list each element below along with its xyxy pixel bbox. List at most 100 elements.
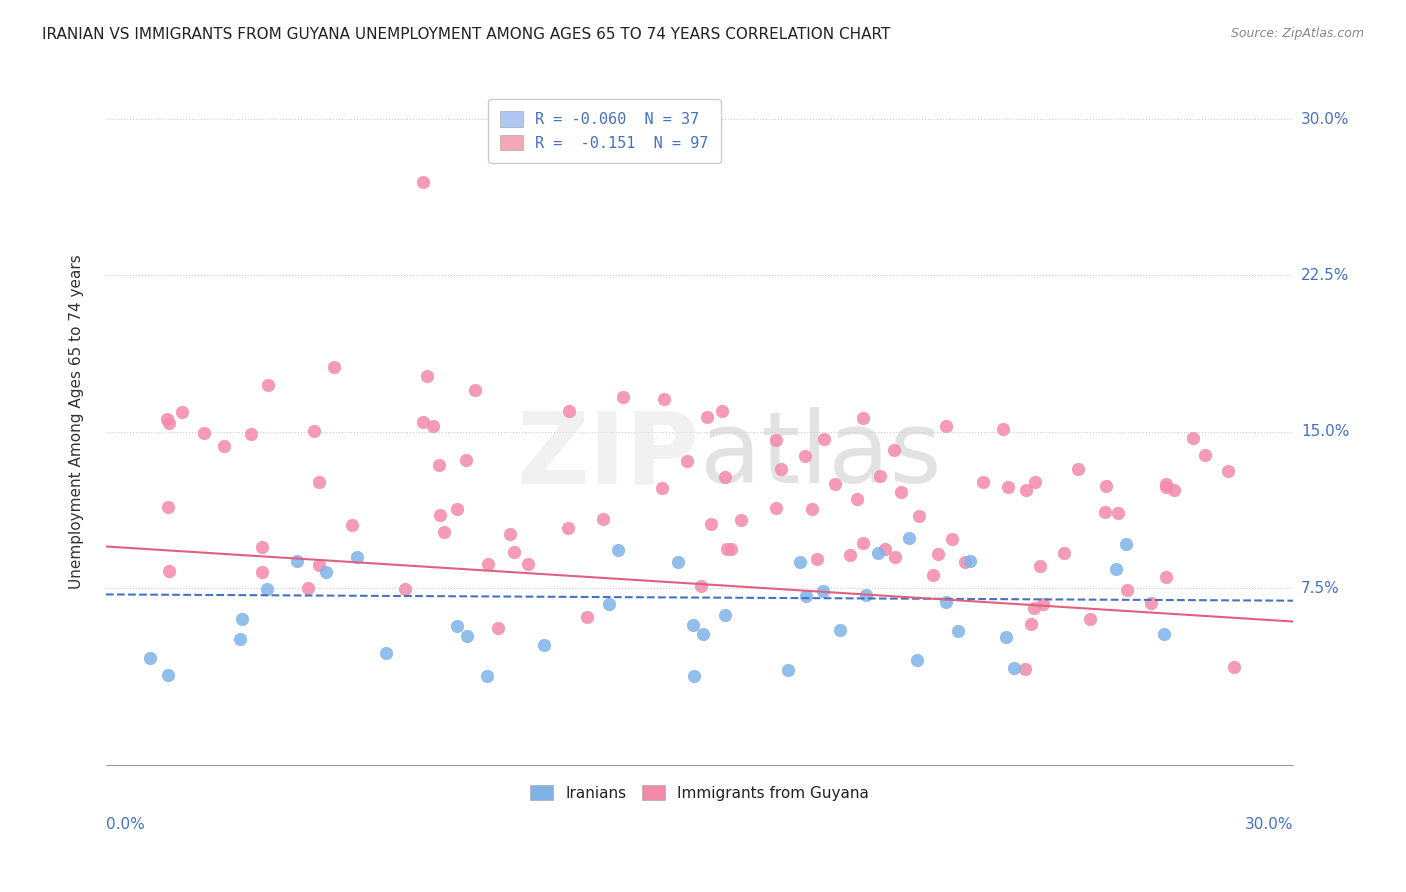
Point	[323, 360, 346, 375]
Point	[972, 475, 994, 489]
Text: atlas: atlas	[700, 408, 941, 504]
Text: 22.5%: 22.5%	[1301, 268, 1350, 283]
Point	[464, 383, 486, 397]
Point	[433, 525, 456, 540]
Point	[156, 500, 179, 514]
Point	[250, 541, 273, 555]
Point	[1024, 475, 1046, 489]
Point	[422, 419, 444, 434]
Point	[446, 619, 468, 633]
Text: 15.0%: 15.0%	[1301, 425, 1350, 440]
Point	[612, 390, 634, 404]
Point	[852, 411, 875, 425]
Point	[794, 449, 817, 463]
Text: Source: ZipAtlas.com: Source: ZipAtlas.com	[1230, 27, 1364, 40]
Point	[770, 462, 793, 476]
Point	[801, 502, 824, 516]
Point	[676, 454, 699, 468]
Point	[456, 453, 478, 467]
Point	[730, 513, 752, 527]
Point	[1053, 546, 1076, 560]
Point	[922, 568, 945, 582]
Point	[558, 404, 581, 418]
Point	[714, 470, 737, 484]
Point	[315, 565, 337, 579]
Point	[340, 517, 363, 532]
Point	[346, 549, 368, 564]
Point	[412, 415, 434, 429]
Point	[394, 582, 416, 596]
Point	[1154, 479, 1177, 493]
Point	[692, 626, 714, 640]
Point	[308, 558, 330, 572]
Point	[1029, 559, 1052, 574]
Point	[1014, 662, 1036, 676]
Point	[598, 597, 620, 611]
Point	[883, 442, 905, 457]
Point	[953, 555, 976, 569]
Point	[811, 583, 834, 598]
Point	[304, 424, 326, 438]
Point	[682, 617, 704, 632]
Point	[935, 418, 957, 433]
Point	[830, 623, 852, 637]
Point	[776, 664, 799, 678]
Point	[875, 542, 897, 557]
Point	[308, 475, 330, 490]
Point	[1107, 506, 1129, 520]
Point	[240, 427, 263, 442]
Text: 0.0%: 0.0%	[105, 817, 145, 832]
Point	[651, 481, 673, 495]
Point	[297, 581, 319, 595]
Point	[1094, 505, 1116, 519]
Point	[1223, 659, 1246, 673]
Point	[682, 669, 704, 683]
Point	[429, 508, 451, 522]
Point	[884, 549, 907, 564]
Point	[666, 556, 689, 570]
Point	[412, 175, 434, 189]
Point	[1194, 448, 1216, 462]
Point	[374, 646, 396, 660]
Point	[157, 416, 180, 430]
Point	[765, 433, 787, 447]
Point	[252, 566, 274, 580]
Point	[475, 669, 498, 683]
Point	[256, 377, 278, 392]
Text: ZIP: ZIP	[516, 408, 700, 504]
Point	[1032, 597, 1054, 611]
Text: Unemployment Among Ages 65 to 74 years: Unemployment Among Ages 65 to 74 years	[69, 254, 84, 589]
Legend: R = -0.060  N = 37, R =  -0.151  N = 97: R = -0.060 N = 37, R = -0.151 N = 97	[488, 99, 721, 163]
Point	[533, 638, 555, 652]
Point	[927, 547, 949, 561]
Point	[575, 610, 598, 624]
Point	[1182, 431, 1205, 445]
Point	[997, 480, 1019, 494]
Point	[852, 536, 875, 550]
Point	[1156, 569, 1178, 583]
Point	[789, 555, 811, 569]
Point	[229, 632, 252, 646]
Point	[1022, 601, 1045, 615]
Point	[908, 508, 931, 523]
Point	[1153, 627, 1175, 641]
Point	[794, 589, 817, 603]
Point	[1115, 537, 1137, 551]
Point	[806, 552, 828, 566]
Point	[1002, 661, 1025, 675]
Point	[994, 631, 1017, 645]
Point	[866, 546, 889, 560]
Point	[946, 624, 969, 638]
Point	[720, 542, 742, 557]
Point	[1218, 464, 1240, 478]
Point	[839, 548, 862, 562]
Point	[652, 392, 675, 407]
Point	[716, 541, 738, 556]
Point	[1019, 617, 1042, 632]
Point	[557, 521, 579, 535]
Point	[517, 557, 540, 571]
Point	[905, 653, 928, 667]
Point	[170, 405, 193, 419]
Point	[231, 612, 253, 626]
Point	[212, 439, 235, 453]
